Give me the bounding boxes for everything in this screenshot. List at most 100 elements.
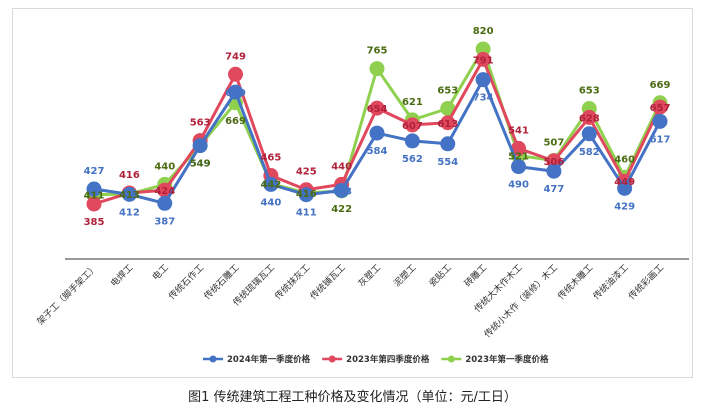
data-label: 669 <box>650 80 671 91</box>
data-point <box>652 99 668 115</box>
data-label: 549 <box>190 159 211 170</box>
legend-marker <box>328 355 336 363</box>
data-point <box>404 117 420 133</box>
data-label: 628 <box>579 113 600 124</box>
data-point <box>511 140 526 156</box>
data-label: 654 <box>367 104 388 115</box>
x-tick-label: 传统抹灰工 <box>272 262 312 302</box>
data-point <box>228 84 243 100</box>
x-tick-label: 电焊工 <box>108 262 136 290</box>
data-label: 416 <box>296 189 317 200</box>
data-point <box>511 159 526 175</box>
data-point <box>652 113 668 129</box>
data-point <box>86 196 102 212</box>
data-point <box>263 176 279 192</box>
data-point <box>192 138 208 154</box>
data-point <box>334 182 350 198</box>
data-label: 749 <box>225 51 246 62</box>
x-tick-label: 传统木雕工 <box>555 262 595 302</box>
x-tick-label: 砖雕工 <box>462 262 490 290</box>
x-tick-label: 泥塑工 <box>392 262 419 289</box>
data-label: 582 <box>579 147 600 158</box>
data-label: 490 <box>508 180 529 191</box>
x-tick-label: 传统彩画工 <box>626 262 666 302</box>
data-label: 506 <box>543 157 564 168</box>
data-point <box>369 125 385 141</box>
data-label: 411 <box>296 208 317 219</box>
data-label: 507 <box>543 138 564 149</box>
data-label: 820 <box>473 26 494 37</box>
data-point <box>157 182 173 198</box>
figure-caption: 图1 传统建筑工程工种价格及变化情况（单位：元/工日） <box>188 390 517 405</box>
legend-label: 2023年第四季度价格 <box>346 354 430 365</box>
data-point <box>546 153 562 169</box>
x-tick-label: 传统石作工 <box>166 262 206 302</box>
data-point <box>228 66 243 82</box>
data-label: 449 <box>614 177 635 188</box>
data-label: 440 <box>154 161 175 172</box>
data-label: 423 <box>331 186 352 197</box>
data-label: 416 <box>119 170 140 181</box>
data-label: 440 <box>331 161 352 172</box>
data-label: 657 <box>650 103 671 114</box>
x-tick-label: 电工 <box>150 262 171 283</box>
data-label: 424 <box>154 186 175 197</box>
data-label: 521 <box>508 152 529 163</box>
data-label: 412 <box>119 207 140 218</box>
x-tick-label: 灰塑工 <box>356 262 384 290</box>
data-label: 411 <box>84 191 105 202</box>
series-line <box>93 78 662 205</box>
data-label: 440 <box>260 197 281 208</box>
data-point <box>475 41 491 57</box>
data-point <box>475 51 491 67</box>
data-point <box>369 61 385 77</box>
data-label: 413 <box>119 190 140 201</box>
data-label: 442 <box>260 180 281 191</box>
data-label: 422 <box>331 204 352 215</box>
data-label: 554 <box>437 157 458 168</box>
data-point <box>298 187 314 203</box>
data-label: 734 <box>473 93 494 104</box>
data-point <box>475 72 491 88</box>
data-label: 563 <box>190 118 211 129</box>
data-point <box>440 115 456 131</box>
x-tick-label: 架子工（脚手架工） <box>34 262 100 328</box>
chart-frame: 架子工（脚手架工） 电焊工 电工 传统石作工 传统石雕工 传统琉璃瓦工 传统抹灰工 传统铺瓦工… <box>12 8 693 378</box>
data-label: 584 <box>367 146 388 157</box>
data-label: 653 <box>579 86 600 97</box>
data-label: 699 <box>225 88 246 99</box>
data-label: 653 <box>437 86 458 97</box>
data-label: 387 <box>154 216 175 227</box>
data-label: 617 <box>650 134 671 145</box>
data-point <box>440 101 456 117</box>
x-tick-label: 传统油漆工 <box>590 262 630 302</box>
data-label: 541 <box>508 125 529 136</box>
data-point <box>369 100 385 116</box>
data-point <box>404 133 420 149</box>
data-label: 385 <box>84 217 105 228</box>
data-point <box>86 181 102 197</box>
data-point <box>157 195 173 211</box>
data-point <box>617 180 633 196</box>
data-label: 425 <box>296 167 317 178</box>
data-label: 465 <box>260 152 281 163</box>
x-tick-label: 传统石雕工 <box>201 262 241 302</box>
x-tick-label: 瓷贴工 <box>426 262 454 290</box>
data-label: 429 <box>614 201 635 212</box>
data-point <box>581 126 597 142</box>
data-label: 607 <box>402 121 423 132</box>
legend-label: 2023年第一季度价格 <box>465 354 549 365</box>
data-point <box>121 186 137 202</box>
data-label: 549 <box>190 159 211 170</box>
data-label: 460 <box>614 154 635 165</box>
data-label: 765 <box>367 46 388 57</box>
data-label: 562 <box>402 154 423 165</box>
data-label: 427 <box>84 166 105 177</box>
data-point <box>546 163 562 179</box>
legend-marker <box>447 355 455 363</box>
data-label: 621 <box>402 97 423 108</box>
data-label: 613 <box>437 119 458 130</box>
legend-label: 2024年第一季度价格 <box>227 354 311 365</box>
x-tick-label: 传统铺瓦工 <box>307 262 347 302</box>
data-point <box>581 109 597 125</box>
